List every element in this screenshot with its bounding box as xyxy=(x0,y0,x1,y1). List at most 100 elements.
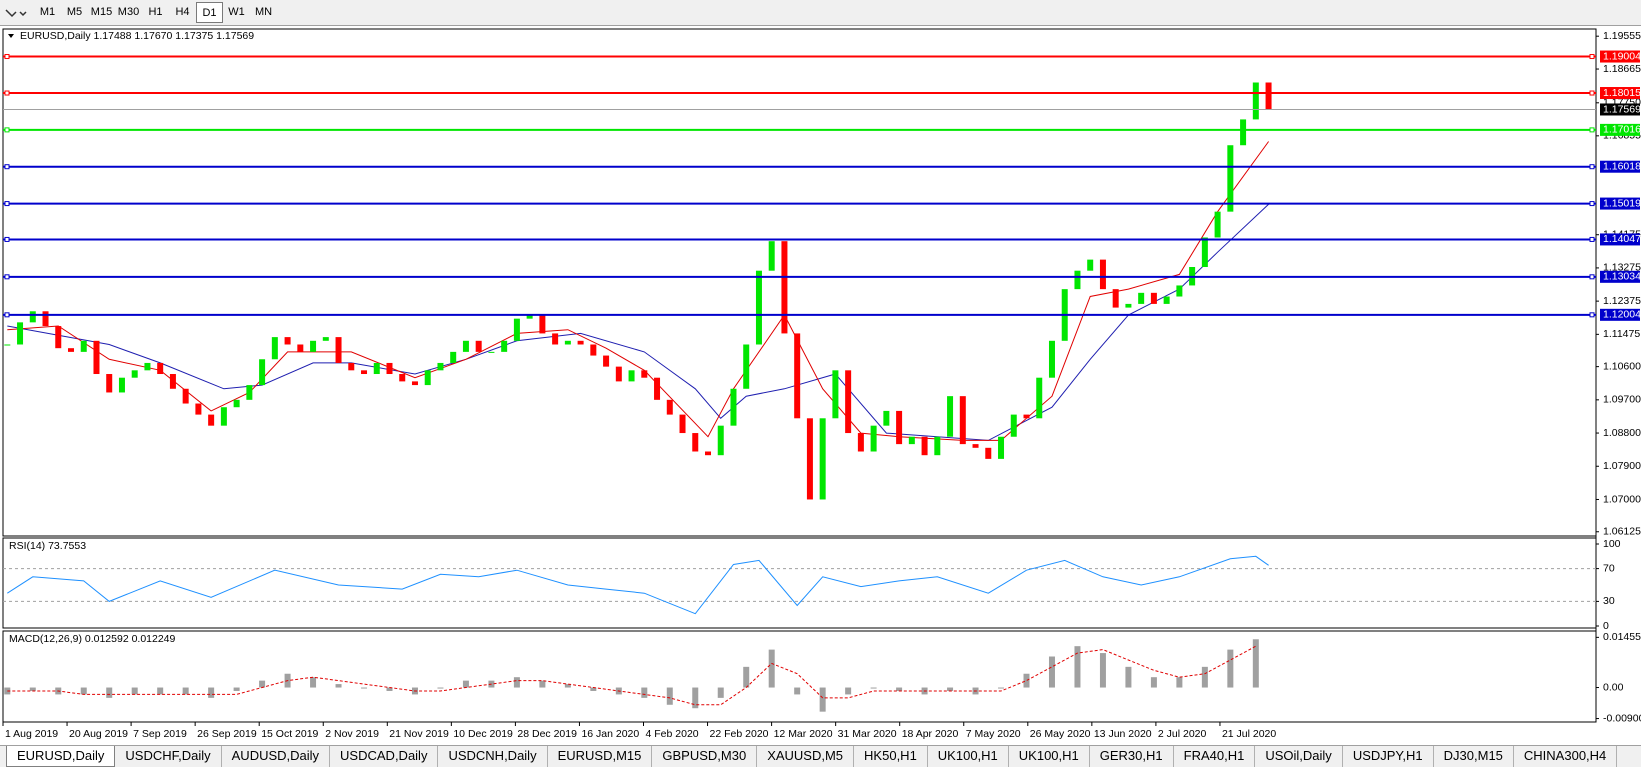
macd-bar xyxy=(845,687,852,695)
toolbar-icon[interactable] xyxy=(2,0,32,26)
y-tick-label: -0.009001 xyxy=(1603,712,1641,724)
chart-title: EURUSD,Daily 1.17488 1.17670 1.17375 1.1… xyxy=(20,30,254,42)
macd-bar xyxy=(794,687,801,695)
panel-frame xyxy=(2,537,1597,629)
candle xyxy=(564,340,571,345)
candle xyxy=(870,425,877,452)
macd-bar xyxy=(768,649,775,688)
moving-average xyxy=(7,203,1269,441)
candle xyxy=(80,340,87,352)
candle xyxy=(4,344,11,346)
chart-tab[interactable]: EURUSD,M15 xyxy=(548,746,653,767)
macd-bar xyxy=(157,687,164,695)
candle xyxy=(934,436,941,456)
chart-tab[interactable]: DJ30,M15 xyxy=(1434,746,1514,767)
x-tick-label: 22 Feb 2020 xyxy=(710,728,769,740)
candle xyxy=(68,348,74,352)
macd-bar xyxy=(106,687,113,698)
timeframe-button[interactable]: M1 xyxy=(39,6,56,18)
candle xyxy=(743,344,750,389)
chart-tab[interactable]: AUDUSD,Daily xyxy=(222,746,331,767)
chart-tab[interactable]: USDJPY,H1 xyxy=(1343,746,1434,767)
level-label: 1.17016 xyxy=(1603,124,1641,136)
timeframe-button[interactable]: H4 xyxy=(175,6,190,18)
level-label: 1.13034 xyxy=(1603,271,1641,283)
level-label: 1.15019 xyxy=(1603,197,1641,209)
y-tick-label: 1.06125 xyxy=(1603,526,1641,538)
candle xyxy=(794,333,801,419)
macd-bar xyxy=(29,687,36,691)
chart-tab[interactable]: USOil,Daily xyxy=(1255,746,1343,767)
timeframe-button[interactable]: W1 xyxy=(228,6,245,18)
chart-tab[interactable]: USDCNH,Daily xyxy=(438,746,548,767)
bid-label-box xyxy=(1600,103,1640,116)
chart-tab[interactable]: CHINA300,H4 xyxy=(1514,746,1618,767)
candle xyxy=(947,396,954,437)
level-label-box xyxy=(1600,123,1640,136)
candle xyxy=(322,337,329,341)
chart-tab[interactable]: HK50,H1 xyxy=(854,746,928,767)
timeframe-bar: M1 M5 M15 M30 H1 H4 D1 W1 MN xyxy=(34,2,277,23)
chart-tab[interactable]: FRA40,H1 xyxy=(1174,746,1256,767)
candle xyxy=(475,340,482,352)
x-tick-label: 7 Sep 2019 xyxy=(133,728,187,740)
y-tick-label: 1.13275 xyxy=(1603,262,1641,274)
timeframe-button[interactable]: H1 xyxy=(148,6,163,18)
candle xyxy=(297,344,304,352)
timeframe-button[interactable]: D1 xyxy=(196,2,223,23)
x-tick-label: 28 Dec 2019 xyxy=(517,728,577,740)
y-tick-label: 1.11475 xyxy=(1603,328,1640,340)
candle xyxy=(972,444,979,448)
macd-bar xyxy=(310,677,317,688)
chart-tab[interactable]: USDCHF,Daily xyxy=(115,746,222,767)
candle xyxy=(246,385,253,400)
macd-bar xyxy=(386,687,393,691)
macd-bar xyxy=(539,680,546,688)
candle xyxy=(1010,414,1017,437)
chart-tab[interactable]: GBPUSD,M30 xyxy=(652,746,758,767)
level-handle xyxy=(4,90,10,96)
timeframe-button[interactable]: MN xyxy=(254,6,273,18)
macd-bar xyxy=(717,687,724,698)
candle xyxy=(857,433,864,452)
candle xyxy=(450,351,457,363)
timeframe-button[interactable]: M15 xyxy=(90,6,113,18)
candle xyxy=(1023,414,1030,419)
candle xyxy=(628,370,635,382)
y-tick-label: 1.09700 xyxy=(1603,394,1641,406)
timeframe-button[interactable]: M30 xyxy=(117,6,140,18)
level-label: 1.14047 xyxy=(1603,233,1641,245)
x-tick-label: 21 Jul 2020 xyxy=(1222,728,1276,740)
macd-bar xyxy=(641,687,648,698)
level-label-box xyxy=(1600,270,1640,283)
candle xyxy=(1074,270,1081,290)
candle xyxy=(437,362,444,371)
macd-bar xyxy=(1023,673,1030,688)
tab-bar: EURUSD,Daily USDCHF,Daily AUDUSD,Daily USDC… xyxy=(0,745,1641,767)
x-tick-label: 15 Oct 2019 xyxy=(261,728,318,740)
chart-tab[interactable]: EURUSD,Daily xyxy=(6,746,116,767)
chart-tab[interactable]: USDCAD,Daily xyxy=(330,746,439,767)
macd-bar xyxy=(870,687,877,689)
candle xyxy=(399,374,406,382)
candle xyxy=(386,362,393,375)
macd-bar xyxy=(947,687,954,691)
macd-bar xyxy=(692,687,699,709)
candle xyxy=(615,366,622,382)
chart-tab[interactable]: GER30,H1 xyxy=(1090,746,1174,767)
chart-tab[interactable]: UK100,H1 xyxy=(1009,746,1090,767)
toolbar: M1 M5 M15 M30 H1 H4 D1 W1 MN xyxy=(0,0,1641,26)
candle xyxy=(462,340,469,352)
timeframe-button[interactable]: M5 xyxy=(66,6,83,18)
chart: 1.195551.186651.177501.168551.141751.132… xyxy=(2,28,1641,740)
menu-triangle[interactable] xyxy=(8,34,14,38)
chart-tab[interactable]: UK100,H1 xyxy=(928,746,1009,767)
chart-tab[interactable]: XAUUSD,M5 xyxy=(757,746,855,767)
moving-average xyxy=(7,141,1270,441)
macd-bar xyxy=(513,677,520,688)
candle xyxy=(195,403,202,415)
x-tick-label: 2 Jul 2020 xyxy=(1158,728,1207,740)
candle xyxy=(118,377,125,393)
candle xyxy=(781,241,788,334)
